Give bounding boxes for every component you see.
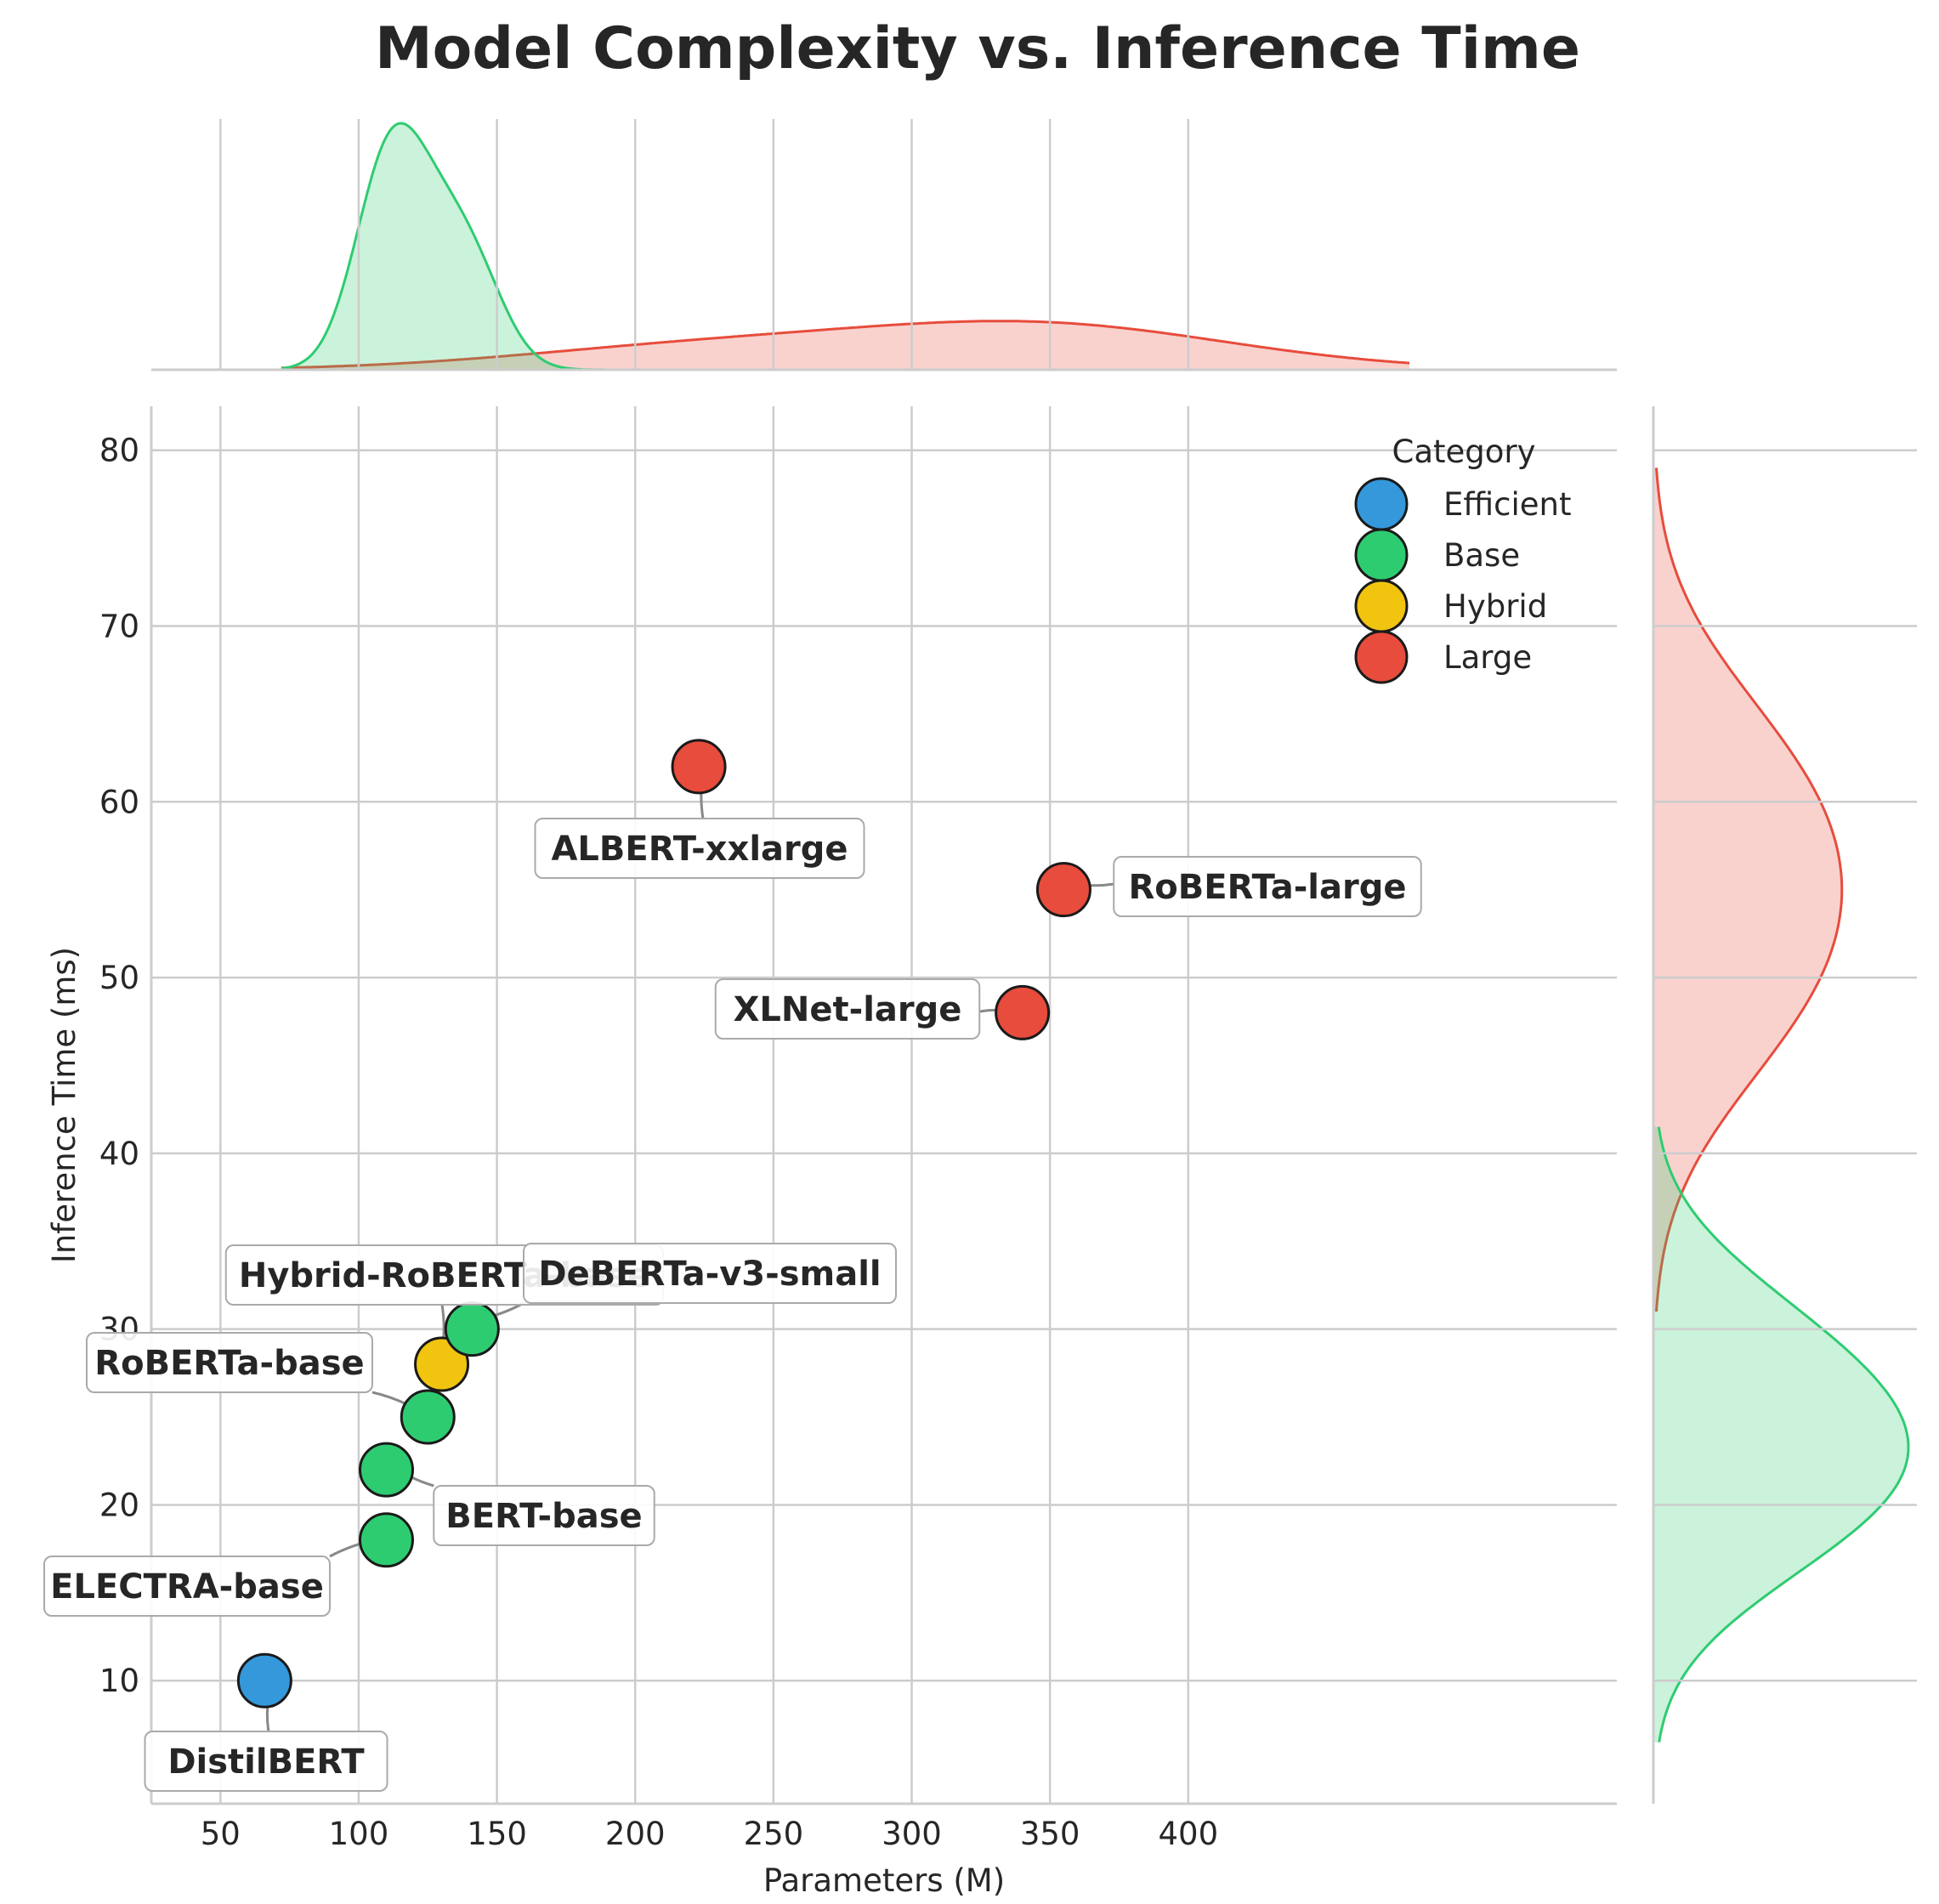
- chart-title: Model Complexity vs. Inference Time: [375, 15, 1580, 82]
- main-grid: [151, 119, 1917, 1804]
- x-axis-label: Parameters (M): [763, 1862, 1005, 1899]
- annotation-label: DeBERTa-v3-small: [538, 1255, 881, 1294]
- annotation-box: [534, 818, 865, 879]
- y-tick-label: 80: [99, 433, 139, 469]
- legend-marker-base: [1354, 528, 1409, 582]
- top-kde-line-large: [281, 320, 1410, 370]
- y-tick-label: 10: [99, 1663, 139, 1699]
- legend-marker-large: [1354, 630, 1409, 684]
- x-tick-label: 100: [329, 1816, 389, 1852]
- y-tick-label: 20: [99, 1487, 139, 1523]
- legend: Category Efficient Base Hybrid Large: [1354, 434, 1572, 684]
- annotation-box: [144, 1731, 388, 1792]
- right-kde-fill-large: [1653, 468, 1842, 1312]
- annotation-label: BERT-base: [445, 1497, 642, 1536]
- x-tick-label: 50: [201, 1816, 241, 1852]
- x-tick-label: 300: [882, 1816, 942, 1852]
- annotation-label: RoBERTa-base: [94, 1344, 364, 1383]
- legend-title: Category: [1392, 434, 1535, 470]
- legend-marker-hybrid: [1354, 579, 1409, 633]
- annotation-box: [433, 1485, 655, 1546]
- x-tick-label: 250: [744, 1816, 804, 1852]
- scatter-point-electra-base: [358, 1512, 414, 1568]
- legend-label-efficient: Efficient: [1443, 486, 1572, 523]
- annotation-label: DistilBERT: [167, 1742, 365, 1782]
- annotations: DistilBERT ELECTRA-base BERT-base RoBERTa-b…: [43, 818, 1422, 1792]
- scatter-point-bert-base: [358, 1442, 414, 1498]
- annotation-label: RoBERTa-large: [1128, 868, 1406, 907]
- top-kde-fill-large: [281, 320, 1409, 370]
- legend-label-base: Base: [1443, 537, 1520, 574]
- y-tick-label: 70: [99, 608, 139, 644]
- x-tick-label: 400: [1158, 1816, 1218, 1852]
- right-kde-fill-base: [1653, 1126, 1908, 1742]
- scatter-point-deberta-v3-small: [444, 1301, 500, 1357]
- annotation-box: [714, 978, 981, 1040]
- legend-marker-efficient: [1354, 477, 1409, 531]
- annotation-label: ALBERT-xxlarge: [551, 830, 848, 869]
- scatter-point-roberta-base: [400, 1389, 456, 1445]
- x-tick-label: 200: [605, 1816, 666, 1852]
- annotation-label: ELECTRA-base: [50, 1567, 324, 1606]
- annotation-label: XLNet-large: [734, 990, 962, 1029]
- y-tick-label: 50: [99, 960, 139, 996]
- scatter-point-albert-xxlarge: [671, 739, 727, 795]
- y-tick-label: 40: [99, 1136, 139, 1172]
- x-tick-label: 350: [1020, 1816, 1080, 1852]
- x-tick-label: 150: [467, 1816, 527, 1852]
- annotation-box: [1113, 856, 1422, 917]
- right-marginal-kde: [1653, 468, 1910, 1742]
- annotation-box: [86, 1332, 373, 1393]
- right-kde-line-large: [1655, 468, 1844, 1312]
- y-tick-label: 60: [99, 784, 139, 820]
- scatter-point-hybrid-roberta: [414, 1336, 470, 1392]
- annotation-box: [43, 1556, 331, 1617]
- scatter-points: [236, 739, 1091, 1708]
- legend-label-hybrid: Hybrid: [1443, 588, 1547, 625]
- right-kde-line-base: [1657, 1126, 1910, 1742]
- scatter-point-xlnet-large: [995, 984, 1051, 1040]
- y-axis-label: Inference Time (ms): [46, 947, 82, 1263]
- scatter-point-roberta-large: [1035, 862, 1091, 918]
- annotation-box: [523, 1243, 897, 1304]
- top-kde-fill-base: [281, 123, 1409, 370]
- legend-label-large: Large: [1443, 639, 1532, 676]
- scatter-point-distilbert: [236, 1652, 292, 1708]
